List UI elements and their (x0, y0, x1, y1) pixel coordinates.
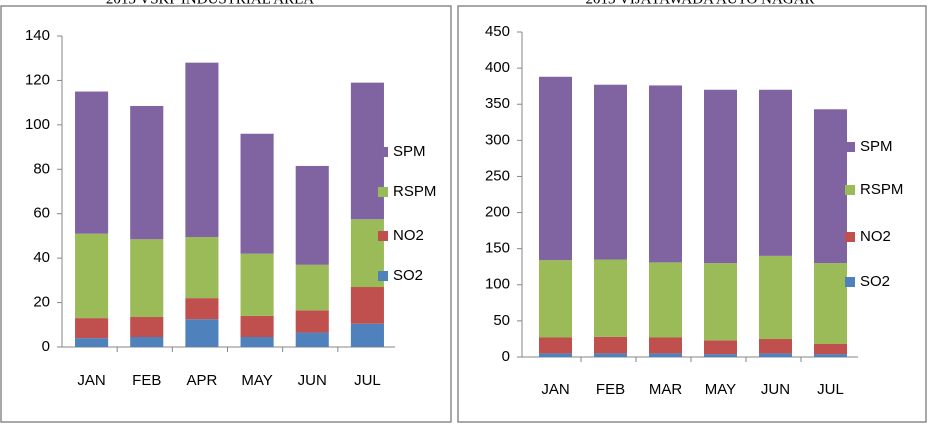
bar-segment (185, 62, 219, 238)
bar-segment (75, 318, 109, 339)
bar-segment (350, 323, 384, 347)
bar-segment (350, 287, 384, 324)
x-tick-label: JUN (761, 381, 790, 398)
x-tick-label: JUN (298, 372, 327, 389)
bar-segment (594, 353, 627, 357)
legend-label: NO2 (860, 228, 891, 245)
bar-segment (130, 337, 164, 347)
bar-segment (649, 337, 682, 354)
chart-title: 2013 VIJAYAWADA AUTO NAGAR (586, 0, 815, 7)
bar-segment (649, 85, 682, 263)
x-tick-label: JAN (77, 372, 105, 389)
y-tick-label: 50 (493, 312, 510, 329)
bar-segment (295, 332, 329, 347)
y-tick-label: 450 (485, 23, 510, 40)
legend-swatch (378, 231, 388, 241)
bar-segment (75, 338, 109, 347)
y-tick-label: 300 (485, 131, 510, 148)
bar-segment (649, 262, 682, 338)
bar-segment (539, 260, 572, 338)
bar-segment (295, 310, 329, 333)
legend-label: SPM (393, 143, 426, 160)
x-tick-label: MAR (649, 381, 683, 398)
bar-segment (185, 298, 219, 320)
bar-segment (594, 336, 627, 354)
y-tick-label: 100 (485, 276, 510, 293)
y-tick-label: 200 (485, 204, 510, 221)
bar-segment (539, 353, 572, 357)
bar-segment (240, 315, 274, 338)
bar-segment (704, 340, 737, 355)
bar-segment (185, 319, 219, 347)
bar-segment (814, 344, 847, 355)
bar-segment (539, 76, 572, 261)
y-tick-label: 80 (33, 160, 50, 177)
y-tick-label: 120 (25, 71, 50, 88)
legend-swatch (378, 271, 388, 281)
bar-segment (130, 239, 164, 318)
bar-segment (759, 353, 792, 357)
y-tick-label: 40 (33, 249, 50, 266)
legend-label: NO2 (393, 227, 424, 244)
bar-segment (240, 133, 274, 254)
bar-segment (295, 165, 329, 265)
bar-segment (295, 264, 329, 311)
bar-segment (704, 89, 737, 264)
bar-segment (759, 255, 792, 339)
bar-segment (75, 233, 109, 319)
x-tick-label: FEB (596, 381, 625, 398)
bar-segment (814, 109, 847, 264)
x-tick-label: JUL (354, 372, 381, 389)
bar-segment (594, 259, 627, 337)
y-tick-label: 400 (485, 59, 510, 76)
y-tick-label: 20 (33, 294, 50, 311)
legend-swatch (845, 185, 855, 195)
legend-swatch (378, 187, 388, 197)
bar-segment (594, 84, 627, 260)
legend-label: SPM (860, 138, 893, 155)
bar-segment (240, 337, 274, 347)
y-tick-label: 60 (33, 205, 50, 222)
bar-segment (75, 91, 109, 234)
bar-segment (185, 237, 219, 299)
y-tick-label: 0 (42, 338, 50, 355)
legend-label: SO2 (393, 267, 423, 284)
legend-swatch (845, 277, 855, 287)
y-tick-label: 250 (485, 167, 510, 184)
bar-segment (130, 317, 164, 338)
x-tick-label: JUL (817, 381, 844, 398)
bar-segment (704, 263, 737, 341)
x-tick-label: MAY (705, 381, 736, 398)
x-tick-label: APR (186, 372, 217, 389)
y-tick-label: 150 (485, 240, 510, 257)
x-tick-label: MAY (241, 372, 272, 389)
bar-segment (814, 263, 847, 344)
bar-segment (649, 353, 682, 357)
y-tick-label: 0 (502, 348, 510, 365)
bar-segment (704, 354, 737, 357)
chart-panel (457, 5, 927, 423)
legend-swatch (378, 147, 388, 157)
bar-segment (759, 89, 792, 256)
y-tick-label: 350 (485, 95, 510, 112)
bar-segment (539, 337, 572, 354)
bar-segment (814, 354, 847, 357)
legend-swatch (845, 232, 855, 242)
legend-label: RSPM (860, 181, 903, 198)
legend-label: RSPM (393, 183, 436, 200)
chart-title: 2013 VSKP INDUSTRIAL AREA (106, 0, 314, 7)
bar-segment (130, 105, 164, 240)
legend-label: SO2 (860, 273, 890, 290)
x-tick-label: JAN (541, 381, 569, 398)
bar-segment (240, 253, 274, 316)
legend-swatch (845, 142, 855, 152)
y-tick-label: 100 (25, 116, 50, 133)
bar-segment (759, 338, 792, 354)
x-tick-label: FEB (132, 372, 161, 389)
y-tick-label: 140 (25, 27, 50, 44)
